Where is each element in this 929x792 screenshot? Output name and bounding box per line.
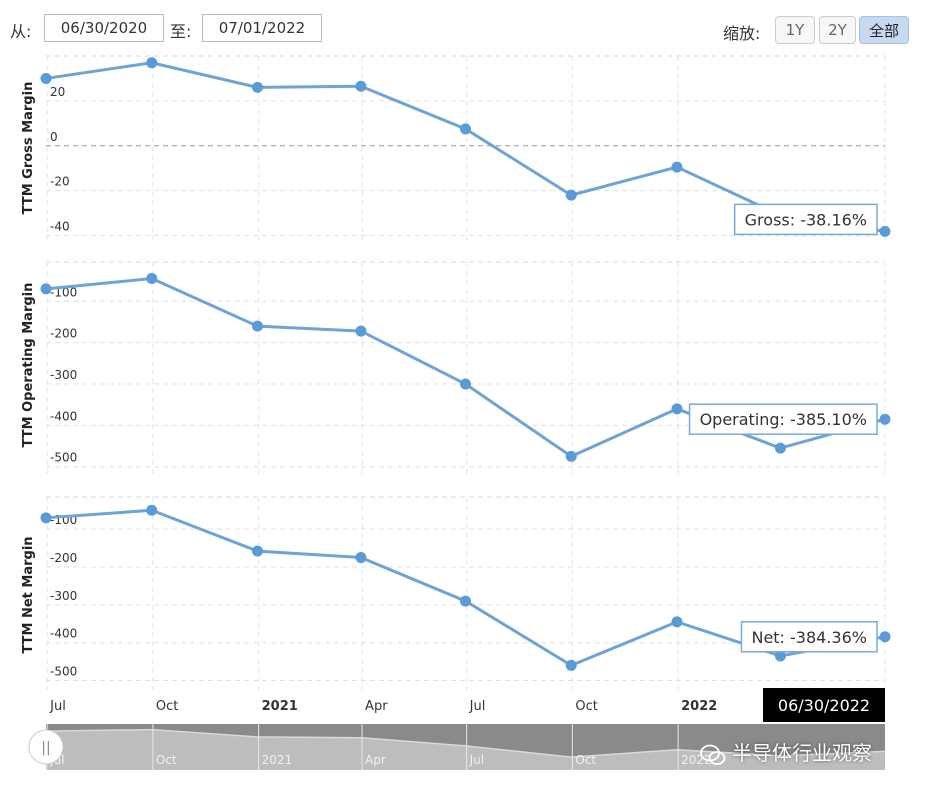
x-tick-label: 2022 (681, 699, 717, 714)
data-point (565, 450, 577, 462)
x-tick-label: Jul (469, 699, 486, 714)
data-point (460, 123, 471, 135)
data-point (251, 81, 263, 93)
navigator-handle-knob (28, 729, 64, 765)
x-tick-label: Jul (49, 699, 66, 714)
tooltip-text: Net: -384.36% (751, 628, 867, 647)
y-axis-label: TTM Operating Margin (21, 283, 36, 448)
data-point (460, 595, 471, 607)
x-tick-label: Oct (156, 699, 178, 714)
y-axis-label: TTM Net Margin (21, 536, 36, 653)
data-point (40, 283, 52, 295)
navigator-handle-glyph: || (41, 740, 50, 756)
data-point (355, 80, 367, 92)
navigator-handle[interactable]: || (28, 729, 64, 765)
data-point (251, 320, 263, 332)
y-tick-label: 0 (50, 130, 58, 144)
tooltip-text: Operating: -385.10% (700, 410, 867, 429)
navigator-area (46, 724, 885, 758)
crosshair-label: 06/30/2022 (778, 696, 870, 715)
watermark-text: 半导体行业观察 (732, 741, 872, 765)
navigator-tick-label: Apr (365, 753, 386, 767)
data-point (40, 512, 52, 524)
from-date-input[interactable] (44, 14, 164, 42)
y-tick-label: -300 (50, 589, 77, 603)
y-tick-label: -500 (50, 665, 77, 679)
data-point (671, 161, 683, 173)
x-tick-label: 2021 (262, 699, 298, 714)
to-date-input[interactable] (202, 14, 322, 42)
data-point (146, 504, 158, 516)
data-point (671, 616, 683, 628)
y-axis-label: TTM Gross Margin (21, 82, 36, 215)
y-tick-label: -400 (50, 627, 77, 641)
to-label: 至: (170, 22, 192, 41)
tooltip: Operating: -385.10% (688, 403, 878, 435)
data-point (879, 413, 891, 425)
tooltip: Net: -384.36% (740, 621, 878, 653)
zoom-1y-button[interactable]: 1Y (775, 16, 815, 44)
wechat-icon (700, 744, 726, 765)
x-tick-label: Oct (575, 699, 597, 714)
y-tick-label: -20 (50, 175, 70, 189)
tooltip-box (688, 403, 878, 435)
from-label: 从: (10, 22, 32, 41)
data-point (251, 545, 263, 557)
data-point (40, 72, 52, 84)
x-tick-label: Apr (365, 699, 388, 714)
navigator-line (45, 728, 886, 758)
data-point (565, 659, 577, 671)
y-tick-label: -500 (50, 451, 77, 465)
crosshair-box (763, 688, 885, 722)
navigator-tick-label: 2021 (262, 753, 293, 767)
navigator-tick-label: Jul (469, 753, 484, 767)
zoom-2y-button[interactable]: 2Y (819, 16, 856, 44)
y-tick-label: -200 (50, 551, 77, 565)
data-point (146, 273, 158, 285)
data-point (879, 225, 891, 237)
navigator-tick-label: 2022 (681, 753, 712, 767)
tooltip: Gross: -38.16% (733, 203, 878, 236)
tooltip-box (740, 621, 878, 653)
data-point (774, 650, 786, 662)
data-point (355, 552, 367, 564)
data-point (671, 403, 683, 415)
data-point (460, 378, 471, 390)
y-tick-label: -400 (50, 409, 77, 423)
data-point (146, 57, 158, 69)
zoom-all-button[interactable]: 全部 (859, 16, 909, 44)
watermark: 半导体行业观察 (700, 737, 872, 766)
zoom-label: 缩放: (723, 24, 761, 43)
y-tick-label: -300 (50, 368, 77, 382)
navigator-tick-label: Oct (575, 753, 596, 767)
tooltip-text: Gross: -38.16% (745, 210, 867, 229)
data-point (879, 631, 891, 643)
y-tick-label: 20 (50, 85, 65, 99)
data-point (565, 189, 577, 201)
y-tick-label: -200 (50, 327, 77, 341)
navigator-tick-label: Oct (156, 753, 177, 767)
y-tick-label: -40 (50, 220, 70, 234)
data-point (355, 325, 367, 337)
tooltip-box (733, 203, 878, 236)
data-point (774, 442, 786, 454)
chart-panel-0: 20 0 -20 -40 TTM Gross Margin Gross: -38.16% (21, 55, 891, 240)
